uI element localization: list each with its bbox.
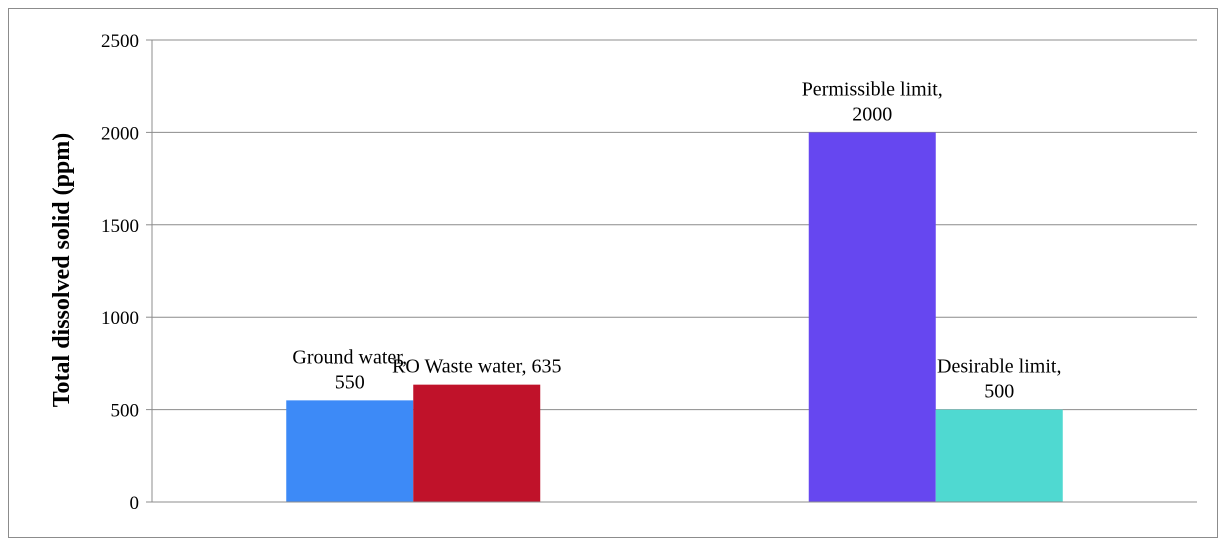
data-label-line: RO Waste water, 635 xyxy=(392,356,561,378)
data-label-line: Permissible limit, xyxy=(802,78,943,100)
y-tick-label: 0 xyxy=(130,493,140,514)
bar-permissible-limit xyxy=(808,132,936,502)
y-tick-label: 1000 xyxy=(101,308,139,329)
y-tick-label: 2500 xyxy=(101,31,139,52)
data-label-ground-water: Ground water, 550 xyxy=(292,346,407,393)
data-label-line: 2000 xyxy=(852,103,892,125)
axes xyxy=(146,39,1197,503)
bar-desirable-limit xyxy=(935,409,1063,502)
data-label-line: 500 xyxy=(984,381,1014,403)
tds-bar-chart: 0 500 1000 1500 2000 2500 Ground water, 550 RO … xyxy=(49,31,1197,514)
data-label-desirable-limit: Desirable limit, 500 xyxy=(937,356,1061,403)
bars xyxy=(286,132,1063,502)
y-tick-labels: 0 500 1000 1500 2000 2500 xyxy=(101,31,139,514)
data-label-line: Ground water, xyxy=(292,346,407,368)
data-label-ro-waste-water: RO Waste water, 635 xyxy=(392,356,561,378)
data-label-line: Desirable limit, xyxy=(937,356,1061,378)
y-axis-title: Total dissolved solid (ppm) xyxy=(49,133,75,408)
data-label-permissible-limit: Permissible limit, 2000 xyxy=(802,78,943,125)
y-tick-label: 500 xyxy=(111,401,140,422)
bar-ground-water xyxy=(286,400,414,502)
bar-ro-waste-water xyxy=(413,384,541,502)
data-labels: Ground water, 550 RO Waste water, 635 Permi… xyxy=(292,78,1061,402)
y-tick-label: 2000 xyxy=(101,123,139,144)
y-tick-label: 1500 xyxy=(101,216,139,237)
data-label-line: 550 xyxy=(335,371,365,393)
